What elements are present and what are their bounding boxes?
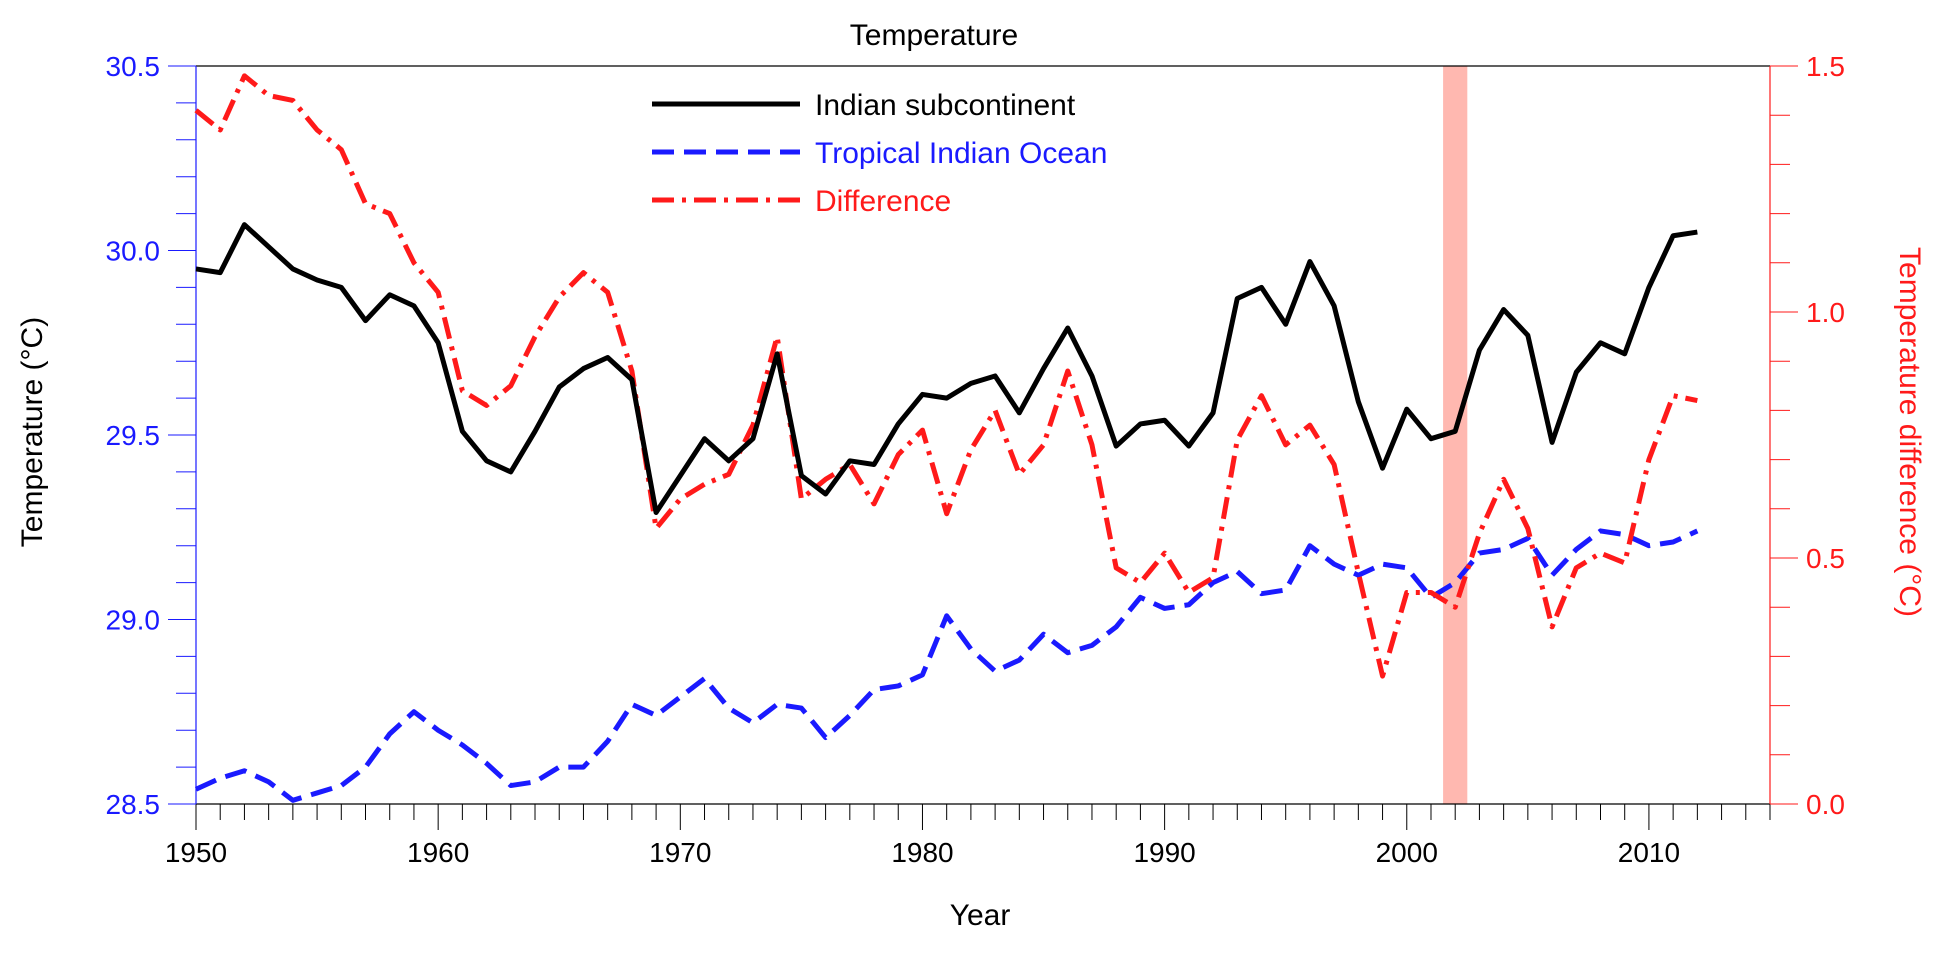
x-tick-label: 1950 bbox=[165, 837, 227, 868]
legend-label: Tropical Indian Ocean bbox=[815, 137, 1107, 170]
axes-layer: 1950 1960 1970 1980 1990 2000 2010 28.5 29.0 29.5… bbox=[106, 51, 1845, 868]
y-axis-left-label: Temperature (°C) bbox=[16, 317, 49, 547]
legend: Indian subcontinent Tropical Indian Ocean… bbox=[652, 89, 1107, 218]
y-left-tick-label: 29.5 bbox=[106, 420, 161, 451]
x-tick-label: 1970 bbox=[649, 837, 711, 868]
y-axis-right-label: Temperature difference (°C) bbox=[1893, 247, 1926, 617]
x-tick-label: 2010 bbox=[1618, 837, 1680, 868]
y-right-tick-label: 0.0 bbox=[1806, 789, 1845, 820]
x-axis-label: Year bbox=[950, 899, 1011, 932]
y-right-tick-label: 1.5 bbox=[1806, 51, 1845, 82]
legend-label: Indian subcontinent bbox=[815, 89, 1076, 122]
y-left-tick-label: 28.5 bbox=[106, 789, 161, 820]
y-right-tick-label: 0.5 bbox=[1806, 543, 1845, 574]
y-left-tick-label: 30.0 bbox=[106, 236, 161, 267]
y-right-tick-label: 1.0 bbox=[1806, 297, 1845, 328]
legend-label: Difference bbox=[815, 185, 951, 218]
series-layer bbox=[194, 73, 1699, 803]
x-tick-label: 1990 bbox=[1133, 837, 1195, 868]
chart-title: Temperature bbox=[850, 19, 1018, 52]
series-line-tropical-indian-ocean bbox=[194, 528, 1699, 803]
series-line-indian-subcontinent bbox=[195, 222, 1698, 515]
series-line-difference bbox=[194, 73, 1698, 679]
y-left-tick-label: 29.0 bbox=[106, 605, 161, 636]
x-tick-label: 1980 bbox=[891, 837, 953, 868]
x-tick-label: 2000 bbox=[1376, 837, 1438, 868]
y-left-tick-label: 30.5 bbox=[106, 51, 161, 82]
x-tick-label: 1960 bbox=[407, 837, 469, 868]
